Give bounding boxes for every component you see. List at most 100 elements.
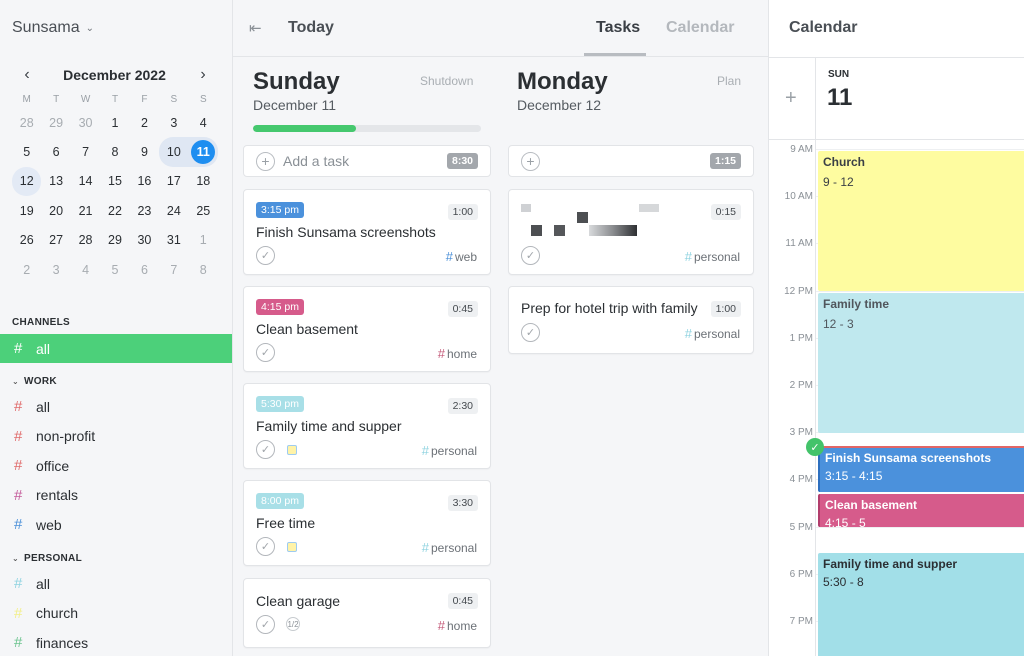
- complete-checkbox[interactable]: ✓: [256, 537, 275, 556]
- calendar-day[interactable]: 14: [78, 174, 93, 189]
- calendar-day[interactable]: 15: [108, 174, 122, 189]
- task-channel-tag[interactable]: # web: [446, 249, 477, 264]
- task-start-time: 4:15 pm: [256, 299, 304, 315]
- task-card[interactable]: 4:15 pm 0:45 Clean basement ✓ # home: [243, 286, 491, 372]
- event-finish-sunsama-screenshots[interactable]: Finish Sunsama screenshots 3:15 - 4:15: [818, 447, 1024, 492]
- calendar-day[interactable]: 29: [49, 115, 64, 130]
- calendar-day[interactable]: 17: [166, 174, 181, 189]
- channels-heading: CHANNELS: [12, 317, 70, 328]
- hash-icon: #: [14, 575, 23, 592]
- task-card[interactable]: 0:45 Clean garage ✓ 1/2 # home: [243, 578, 491, 648]
- task-channel-tag[interactable]: # personal: [422, 540, 477, 555]
- task-channel-tag[interactable]: # home: [438, 618, 477, 633]
- calendar-day[interactable]: 3: [52, 262, 60, 277]
- calendar-day[interactable]: 19: [19, 203, 34, 218]
- event-church[interactable]: Church 9 - 12: [818, 151, 1024, 291]
- task-card[interactable]: 0:15 ✓ # personal: [508, 189, 754, 275]
- event-family-time-and-supper[interactable]: Family time and supper 5:30 - 8: [818, 553, 1024, 656]
- channel-rentals[interactable]: # rentals: [0, 481, 232, 510]
- calendar-day[interactable]: 22: [108, 203, 122, 218]
- calendar-day[interactable]: 27: [49, 233, 64, 248]
- calendar-day[interactable]: 28: [78, 233, 93, 248]
- calendar-day[interactable]: 7: [82, 145, 90, 160]
- work-group-toggle[interactable]: ⌄ WORK: [12, 376, 57, 387]
- hour-gridline: [816, 290, 1024, 292]
- calendar-day[interactable]: 1: [199, 233, 207, 248]
- task-card[interactable]: 8:00 pm 3:30 Free time ✓ # personal: [243, 480, 491, 566]
- calendar-day[interactable]: 24: [166, 203, 181, 218]
- calendar-day[interactable]: 25: [196, 203, 211, 218]
- calendar-day[interactable]: 10: [159, 137, 189, 167]
- channel-all[interactable]: # all: [0, 392, 232, 421]
- calendar-day[interactable]: 29: [108, 233, 122, 248]
- calendar-day[interactable]: 8: [111, 145, 119, 160]
- task-channel-tag[interactable]: # personal: [685, 326, 740, 341]
- calendar-day[interactable]: 2: [140, 115, 148, 130]
- calendar-day[interactable]: 8: [199, 262, 207, 277]
- calendar-day[interactable]: 31: [166, 233, 181, 248]
- complete-checkbox[interactable]: ✓: [256, 343, 275, 362]
- calendar-day[interactable]: 26: [19, 233, 34, 248]
- add-task-sunday[interactable]: + Add a task 8:30: [243, 145, 491, 177]
- hour-label: 6 PM: [789, 568, 813, 580]
- complete-checkbox[interactable]: ✓: [521, 246, 540, 265]
- event-title: Church: [823, 155, 865, 169]
- calendar-day[interactable]: 20: [49, 203, 64, 218]
- channel-office[interactable]: # office: [0, 451, 232, 480]
- calendar-day[interactable]: 13: [49, 174, 64, 189]
- calendar-day[interactable]: 21: [78, 203, 93, 218]
- channel-all[interactable]: # all: [0, 569, 232, 598]
- complete-checkbox[interactable]: ✓: [256, 440, 275, 459]
- calendar-day[interactable]: 7: [170, 262, 178, 277]
- add-task-monday[interactable]: + 1:15: [508, 145, 754, 177]
- calendar-day[interactable]: 6: [140, 262, 148, 277]
- collapse-sidebar-icon[interactable]: ⇤: [249, 20, 262, 37]
- channel-non-profit[interactable]: # non-profit: [0, 422, 232, 451]
- calendar-day[interactable]: 12: [12, 166, 42, 197]
- task-card[interactable]: 5:30 pm 2:30 Family time and supper ✓ # p…: [243, 383, 491, 469]
- calendar-day[interactable]: 18: [196, 174, 211, 189]
- calendar-day[interactable]: 6: [52, 145, 60, 160]
- event-family-time[interactable]: Family time 12 - 3: [818, 293, 1024, 433]
- task-channel-tag[interactable]: # home: [438, 346, 477, 361]
- calendar-day[interactable]: 16: [137, 174, 152, 189]
- task-card[interactable]: 3:15 pm 1:00 Finish Sunsama screenshots …: [243, 189, 491, 275]
- calendar-day[interactable]: 3: [170, 115, 178, 130]
- next-month-icon[interactable]: ›: [200, 66, 206, 83]
- calendar-day[interactable]: 28: [19, 115, 34, 130]
- workspace-switcher[interactable]: Sunsama ⌄: [12, 19, 94, 37]
- shutdown-button[interactable]: Shutdown: [420, 74, 474, 88]
- channel-web[interactable]: # web: [0, 510, 232, 539]
- calendar-day[interactable]: 5: [111, 262, 119, 277]
- personal-group-toggle[interactable]: ⌄ PERSONAL: [12, 553, 82, 564]
- channel-finances[interactable]: # finances: [0, 628, 232, 656]
- calendar-day[interactable]: 4: [199, 115, 207, 130]
- calendar-day[interactable]: 30: [78, 115, 93, 130]
- calendar-day[interactable]: 30: [137, 233, 152, 248]
- calendar-day[interactable]: 23: [137, 203, 152, 218]
- prev-month-icon[interactable]: ‹: [24, 66, 30, 83]
- tab-tasks[interactable]: Tasks: [596, 19, 641, 36]
- complete-checkbox[interactable]: ✓: [256, 615, 275, 634]
- redacted-text: [531, 225, 542, 236]
- event-clean-basement[interactable]: Clean basement 4:15 - 5: [818, 494, 1024, 527]
- calendar-day[interactable]: 9: [140, 145, 148, 160]
- calendar-day[interactable]: 5: [23, 145, 31, 160]
- calendar-day-header: +: [769, 57, 1024, 140]
- task-card[interactable]: 1:00 Prep for hotel trip with family ✓ #…: [508, 286, 754, 354]
- channel-all[interactable]: # all: [0, 334, 232, 363]
- complete-checkbox[interactable]: ✓: [521, 323, 540, 342]
- channel-church[interactable]: # church: [0, 599, 232, 628]
- calendar-day[interactable]: 4: [82, 262, 90, 277]
- complete-checkbox[interactable]: ✓: [256, 246, 275, 265]
- channel-label: finances: [36, 634, 89, 651]
- tab-calendar[interactable]: Calendar: [666, 19, 735, 36]
- plan-button[interactable]: Plan: [717, 74, 742, 88]
- add-event-icon[interactable]: +: [785, 87, 797, 109]
- task-channel-tag[interactable]: # personal: [685, 249, 740, 264]
- calendar-day[interactable]: 1: [111, 115, 119, 130]
- calendar-day[interactable]: 11: [188, 137, 218, 167]
- task-channel-tag[interactable]: # personal: [422, 443, 477, 458]
- calendar-day[interactable]: 2: [23, 262, 31, 277]
